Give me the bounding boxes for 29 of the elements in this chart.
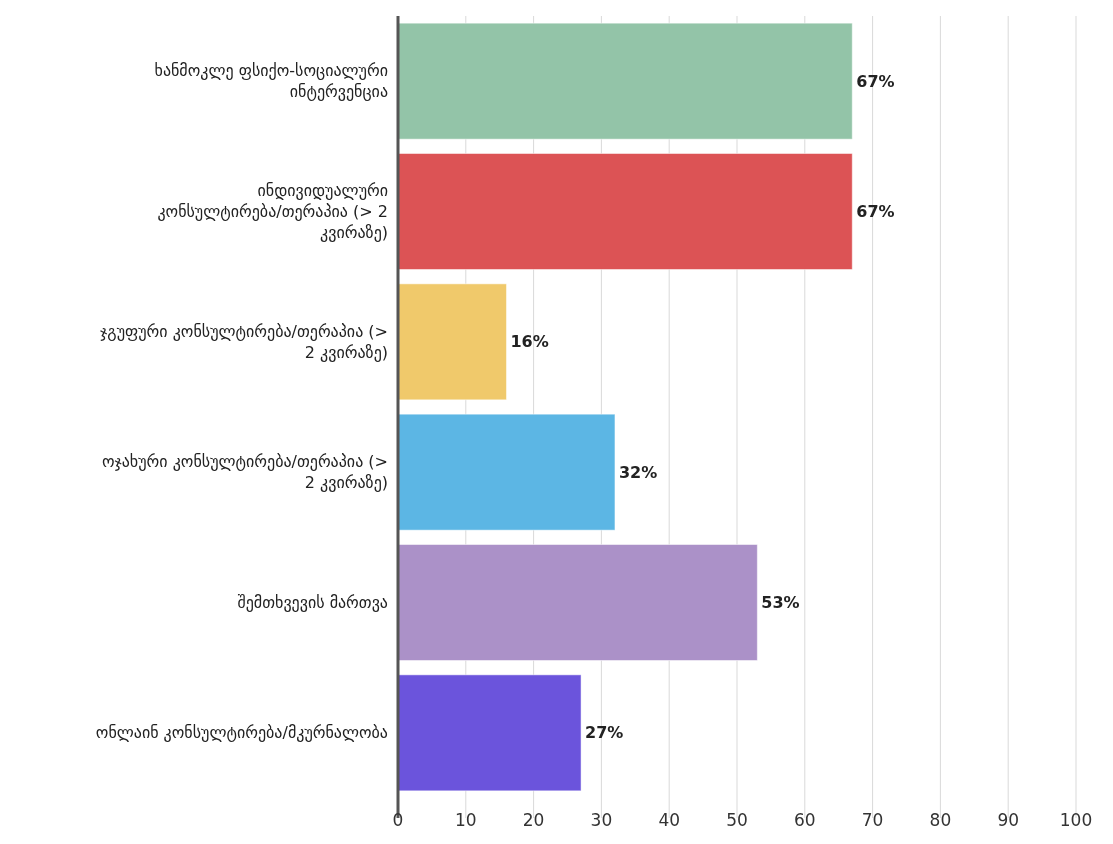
data-label: 67% xyxy=(856,71,895,91)
bar xyxy=(397,413,616,531)
x-tick-label: 100 xyxy=(1059,810,1093,830)
data-label: 27% xyxy=(585,723,624,743)
x-tick-label: 70 xyxy=(861,810,884,830)
bar xyxy=(397,22,853,140)
x-tick-label: 50 xyxy=(726,810,748,830)
x-tick-label: 60 xyxy=(793,810,816,830)
y-tick-label: ოჯახური კონსულტირება/თერაპია (> 2 კვირაზე) xyxy=(101,452,388,493)
x-tick-label: 0 xyxy=(392,810,404,830)
data-label: 53% xyxy=(761,593,800,613)
bar xyxy=(397,153,853,270)
x-tick-label: 10 xyxy=(454,810,477,830)
data-label: 16% xyxy=(510,332,549,352)
bar xyxy=(397,674,582,792)
y-tick-label: ხანმოკლე ფსიქო-სოციალური ინტერვენცია xyxy=(154,61,388,102)
y-tick-label: ონლაინ კონსულტირება/მკურნალობა xyxy=(95,723,388,743)
data-label: 32% xyxy=(618,462,658,482)
bar xyxy=(397,544,758,661)
x-tick-label: 40 xyxy=(658,810,681,830)
data-label: 67% xyxy=(856,202,895,222)
y-tick-label: ჯგუფური კონსულტირება/თერაპია (> 2 კვირაზე) xyxy=(100,321,388,362)
x-tick-label: 80 xyxy=(929,810,952,830)
x-tick-label: 90 xyxy=(997,810,1020,830)
y-tick-label: ინდივიდუალური კონსულტირება/თერაპია (> 2 კვირაზე) xyxy=(157,181,388,243)
bar xyxy=(397,283,507,401)
x-tick-label: 30 xyxy=(590,810,613,830)
y-tick-label: შემთხვევის მართვა xyxy=(237,593,388,613)
x-tick-label: 20 xyxy=(522,810,545,830)
